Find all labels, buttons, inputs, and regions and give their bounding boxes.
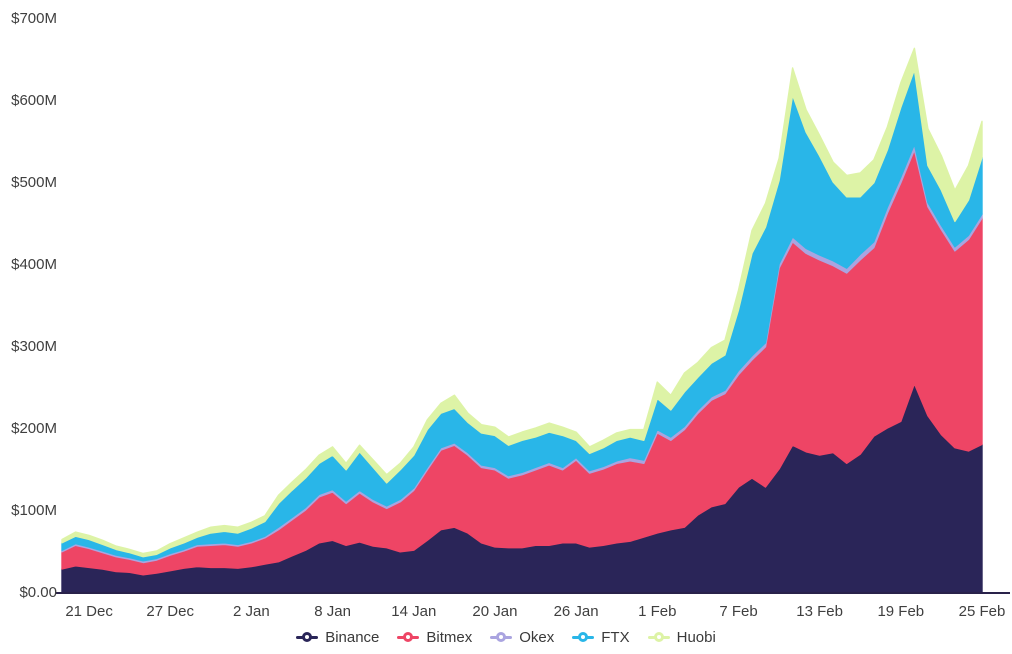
bitmex-marker-dot-icon (403, 632, 414, 642)
x-tick-label: 14 Jan (391, 603, 436, 620)
legend-item-ftx[interactable]: FTX (572, 628, 630, 646)
x-tick-label: 2 Jan (233, 603, 270, 620)
legend-label-okex: Okex (519, 628, 555, 646)
legend-item-binance[interactable]: Binance (296, 630, 379, 645)
legend-label-ftx: FTX (601, 628, 630, 646)
x-tick-label: 26 Jan (554, 603, 599, 620)
y-tick-label: $500M (11, 174, 57, 191)
legend-label-huobi: Huobi (676, 628, 716, 646)
x-tick-label: 20 Jan (472, 603, 517, 620)
binance-marker-dot-icon (302, 632, 313, 642)
ftx-marker-dot-icon (578, 632, 589, 642)
x-tick-label: 19 Feb (877, 603, 924, 620)
huobi-marker-icon (647, 632, 670, 642)
bitmex-marker-icon (397, 632, 420, 642)
y-tick-label: $100M (11, 502, 57, 519)
y-tick-label: $0.00 (19, 584, 57, 601)
y-axis-tick-labels: $0.00 $100M $200M $300M $400M $500M $600M $700M (11, 10, 57, 601)
legend-item-okex[interactable]: Okex (490, 630, 554, 645)
y-tick-label: $200M (11, 420, 57, 437)
y-tick-label: $300M (11, 338, 57, 355)
huobi-marker-dot-icon (653, 632, 664, 642)
x-tick-label: 25 Feb (959, 603, 1006, 620)
legend-label-binance: Binance (325, 628, 380, 646)
x-tick-label: 1 Feb (638, 603, 676, 620)
y-tick-label: $400M (11, 256, 57, 273)
chart-legend: Binance Bitmex Okex FTX Huobi (0, 624, 1012, 650)
ftx-marker-icon (572, 632, 595, 642)
x-tick-label: 27 Dec (146, 603, 194, 620)
x-tick-label: 8 Jan (314, 603, 351, 620)
legend-item-bitmex[interactable]: Bitmex (397, 630, 472, 645)
area-huobi[interactable] (61, 47, 983, 558)
okex-marker-icon (490, 632, 513, 642)
x-tick-label: 7 Feb (719, 603, 757, 620)
okex-marker-dot-icon (496, 632, 507, 642)
x-tick-label: 21 Dec (65, 603, 113, 620)
x-tick-label: 13 Feb (796, 603, 843, 620)
area-series-group[interactable] (61, 47, 983, 593)
y-tick-label: $600M (11, 92, 57, 109)
x-axis-tick-labels: 21 Dec 27 Dec 2 Jan 8 Jan 14 Jan 20 Jan 26 Jan… (65, 603, 1005, 620)
legend-label-bitmex: Bitmex (426, 628, 473, 646)
binance-marker-icon (296, 632, 319, 642)
y-tick-label: $700M (11, 10, 57, 27)
legend-item-huobi[interactable]: Huobi (647, 628, 716, 646)
